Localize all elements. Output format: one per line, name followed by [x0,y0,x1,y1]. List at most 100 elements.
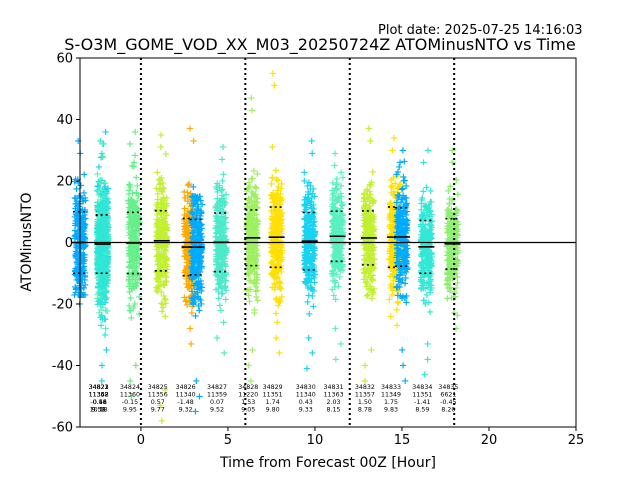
data-point: + [102,193,110,204]
data-point: + [101,250,109,261]
data-point: + [79,213,87,224]
data-point: + [79,229,87,240]
data-point: + [98,228,106,239]
data-point: + [96,247,104,258]
data-point: + [71,266,79,277]
data-point: + [94,235,102,246]
data-point: + [79,258,87,269]
data-point: + [102,242,110,253]
stats-label: 11351 [263,392,283,399]
data-point: + [94,249,102,260]
data-point: + [103,224,111,235]
stats-label: 34821 [89,384,109,391]
data-point: + [93,240,101,251]
data-point: + [103,235,111,246]
data-point: + [77,271,85,282]
data-point: + [93,247,101,258]
data-point: + [99,250,107,261]
data-point: + [103,250,111,261]
data-point: + [101,214,109,225]
data-point: + [78,271,86,282]
data-point: + [101,255,109,266]
outlier-point: + [219,142,227,153]
stats-label: 11360 [120,392,140,399]
data-point: + [102,194,110,205]
data-point: + [79,219,87,230]
data-point: + [102,240,110,251]
data-point: + [79,214,87,225]
data-point: + [93,263,101,274]
outlier-point: + [98,148,106,159]
data-point: + [71,175,79,186]
data-point: + [95,203,103,214]
data-point: + [97,270,105,281]
data-point: + [71,193,79,204]
data-point: + [98,233,106,244]
data-point: + [98,271,106,282]
data-point: + [72,232,80,243]
data-point: + [101,262,109,273]
data-point: + [94,282,102,293]
outlier-point: + [101,127,109,138]
data-point: + [78,193,86,204]
stats-label: 34822 [89,384,109,391]
stats-label: 34833 [381,384,401,391]
data-point: + [99,255,107,266]
data-point: + [102,242,110,253]
data-point: + [99,215,107,226]
data-point: + [99,285,107,296]
data-point: + [78,230,86,241]
data-point: + [74,209,82,220]
data-point: + [95,220,103,231]
outlier-point: + [191,407,199,418]
stats-label: 34828 [238,384,258,391]
data-point: + [94,221,102,232]
data-point: + [94,230,102,241]
data-point: + [99,252,107,263]
outlier-point: + [396,158,404,169]
data-point: + [102,204,110,215]
data-point: + [100,233,108,244]
data-point: + [74,254,82,265]
data-point: + [96,268,104,279]
data-point: + [73,232,81,243]
data-point: + [99,277,107,288]
data-point: + [102,287,110,298]
outlier-point: + [365,124,373,135]
data-point: + [96,276,104,287]
stats-label: 2.03 [327,399,341,406]
data-point: + [103,213,111,224]
data-point: + [98,242,106,253]
data-point: + [80,250,88,261]
data-point: + [269,216,277,227]
data-point: + [101,249,109,260]
data-point: + [103,232,111,243]
data-point: + [93,204,101,215]
data-point: + [81,240,89,251]
data-point: + [96,275,104,286]
data-point: + [98,245,106,256]
data-point: + [79,254,87,265]
data-point: + [100,242,108,253]
data-point: + [104,266,112,277]
data-point: + [80,253,88,264]
data-point: + [96,266,104,277]
outlier-point: + [98,376,106,387]
data-point: + [77,233,85,244]
data-point: + [97,254,105,265]
data-point: + [98,245,106,256]
data-point: + [73,249,81,260]
data-point: + [93,239,101,250]
data-point: + [94,230,102,241]
data-point: + [103,218,111,229]
data-point: + [100,220,108,231]
data-point: + [102,196,110,207]
data-point: + [96,273,104,284]
data-point: + [220,259,228,270]
data-point: + [103,248,111,259]
data-point: + [102,243,110,254]
data-point: + [93,258,101,269]
data-point: + [103,222,111,233]
stats-label: 10.18 [90,407,108,414]
data-point: + [93,240,101,251]
